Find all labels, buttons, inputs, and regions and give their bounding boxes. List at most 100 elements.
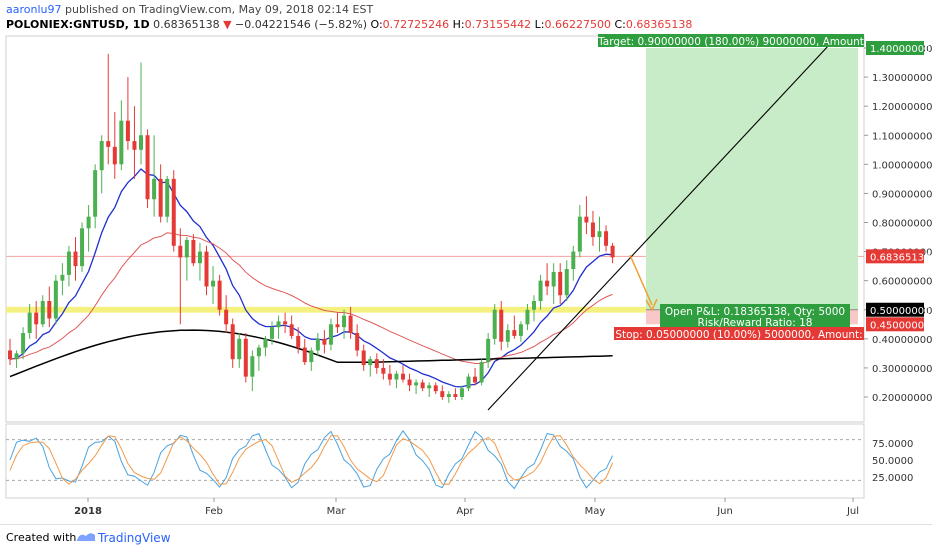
low-label: L: [534, 18, 545, 31]
y-tick-label: 0.90000000 [872, 189, 932, 200]
candle [571, 245, 576, 281]
close-value: 0.68365138 [625, 18, 693, 31]
candle [296, 327, 301, 354]
candle-body [263, 338, 268, 348]
candle [577, 205, 582, 258]
candle-body [499, 309, 504, 342]
candle [256, 344, 261, 371]
price-axis[interactable]: 1.40000000 1.30000000 1.20000000 1.10000000… [864, 44, 932, 404]
candle-body [518, 324, 523, 336]
candle [532, 295, 536, 322]
candle [93, 164, 98, 229]
candle [145, 129, 150, 208]
price-chart[interactable]: 1.40000000 1.30000000 1.20000000 1.10000000… [0, 0, 932, 524]
candle [355, 324, 360, 357]
candle-body [86, 216, 91, 229]
candle-body [342, 315, 347, 328]
trendline [487, 43, 831, 411]
candle [197, 242, 202, 281]
candle-body [322, 338, 327, 345]
symbol-label: POLONIEX:GNTUSD, 1D [6, 18, 150, 31]
candle [427, 382, 432, 397]
candle-body [433, 385, 438, 392]
candle-body [53, 280, 58, 319]
candle-body [532, 301, 536, 310]
candle [348, 306, 353, 339]
trendlines[interactable] [487, 43, 831, 411]
x-tick-label: Jul [846, 506, 859, 517]
trade-zones [6, 48, 864, 325]
ema-mid-line [9, 232, 613, 365]
stoch-d-line [9, 435, 614, 485]
stop-label-bg [614, 327, 864, 340]
stop-label-text: Stop: 0.05000000 (10.00%) 5000000, Amoun… [615, 329, 862, 341]
candle-body [283, 321, 288, 325]
candle [315, 333, 320, 357]
candle-body [577, 216, 582, 252]
ema-fast-line [9, 168, 613, 388]
target-price-tag-text: 1.40000000 [870, 44, 930, 55]
candle [322, 330, 327, 354]
last-price-tag-text: 0.68365138 [870, 252, 930, 263]
candle [243, 333, 248, 383]
candle-body [440, 391, 445, 397]
candle-body [125, 120, 130, 142]
last-price-tag-bg [866, 249, 924, 264]
candle [492, 303, 497, 345]
candle-body [459, 388, 464, 397]
candle [401, 365, 405, 383]
last-price-tag: 0.68365138 [866, 249, 930, 264]
x-tick-label: 2018 [74, 506, 102, 517]
candle [604, 225, 609, 252]
candle-body [21, 333, 26, 354]
candle [47, 286, 52, 328]
candle [486, 333, 491, 368]
candle-body [132, 141, 137, 150]
candle-body [394, 373, 399, 380]
candle-body [302, 347, 307, 363]
candle [440, 385, 445, 400]
candle-body [106, 141, 111, 147]
candle [394, 370, 399, 389]
entry-price-tag: 0.50000000 [866, 302, 930, 317]
author-link[interactable]: aaronlu97 [6, 3, 62, 16]
down-arrow-icon: ▼ [223, 18, 232, 31]
candle-body [40, 301, 45, 325]
x-tick-label: May [585, 506, 606, 517]
stochastic-lines [6, 429, 864, 490]
candle-body [420, 382, 425, 389]
candle [250, 350, 255, 392]
candle [40, 295, 45, 328]
close-label: C: [614, 18, 626, 31]
candle-body [211, 280, 216, 287]
stop-label: Stop: 0.05000000 (10.00%) 5000000, Amoun… [614, 327, 864, 341]
y-tick-label: 0.20000000 [872, 393, 932, 404]
candle-body [60, 274, 65, 281]
candle-body [315, 338, 320, 351]
open-pnl-label: Open P&L: 0.18365138, Qty: 5000Risk/Rewa… [660, 304, 850, 329]
candle-body [335, 324, 340, 328]
candle-body [512, 330, 517, 336]
candle [328, 318, 333, 351]
footer: Created with TradingView [0, 524, 932, 551]
candle [132, 106, 137, 179]
stoch-axis: 75.0000 50.0000 25.0000 [872, 439, 913, 484]
candle [590, 210, 595, 246]
tradingview-brand-link[interactable]: TradingView [98, 531, 171, 545]
candle [224, 295, 229, 334]
candle-body [152, 178, 157, 200]
time-axis[interactable]: 2018 Feb Mar Apr May Jun Jul [74, 498, 859, 517]
candle [139, 62, 143, 165]
candle [335, 312, 340, 334]
support-zone [6, 306, 656, 313]
candle-body [178, 245, 183, 258]
candle-body [590, 222, 595, 238]
candle-body [243, 338, 248, 377]
candle [158, 164, 163, 223]
candle-body [558, 271, 563, 296]
candle [302, 338, 307, 366]
candle-body [217, 280, 222, 310]
candle-body [466, 376, 471, 389]
stoch-tick-label: 25.0000 [872, 473, 913, 484]
candle-body [473, 376, 478, 383]
